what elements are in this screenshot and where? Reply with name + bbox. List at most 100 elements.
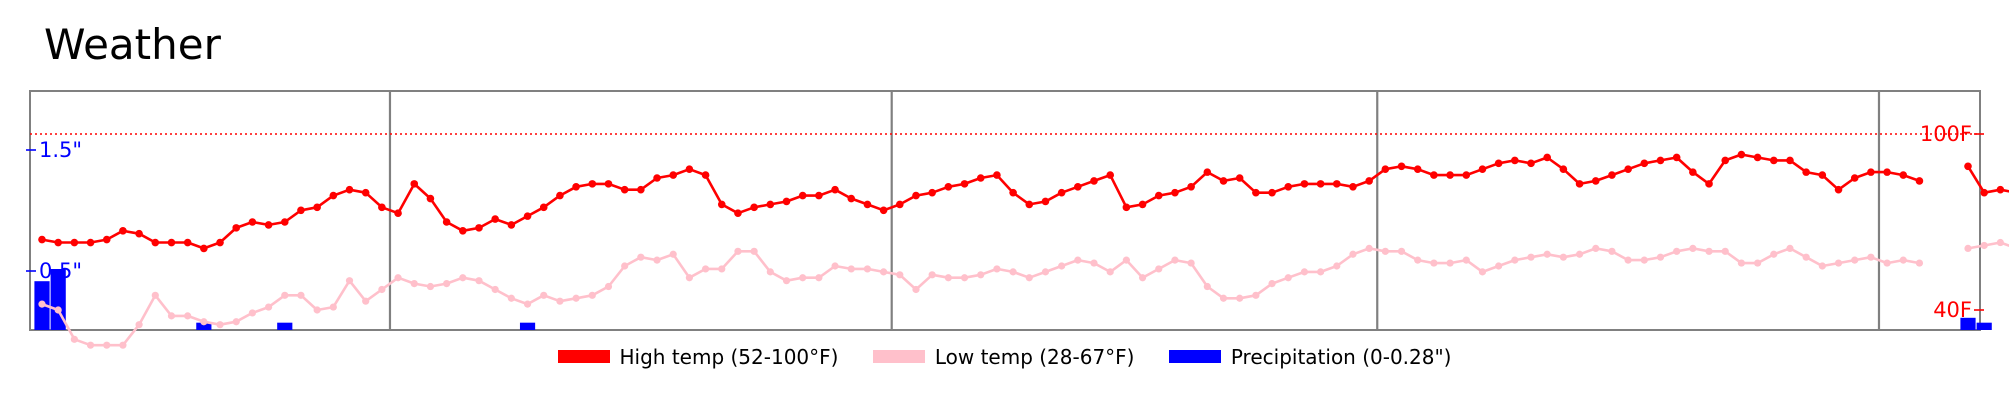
low-temp-point xyxy=(1543,250,1551,258)
legend-swatch-low xyxy=(872,350,925,363)
high-temp-point xyxy=(1721,156,1730,165)
high-temp-point xyxy=(1430,171,1438,179)
low-temp-point xyxy=(329,303,337,311)
low-temp-point xyxy=(540,291,548,299)
low-temp-point xyxy=(1155,265,1163,273)
high-temp-point xyxy=(815,191,823,200)
high-temp-point xyxy=(1090,177,1098,185)
high-temp-point xyxy=(86,238,95,247)
high-temp-point xyxy=(976,174,985,182)
plot-frame xyxy=(29,90,1981,331)
legend-label-precip: Precipitation (0-0.28") xyxy=(1230,344,1452,369)
low-temp-point xyxy=(782,277,791,285)
low-temp-point xyxy=(281,291,289,299)
precip-bar xyxy=(1976,322,1992,330)
low-temp-point xyxy=(1802,253,1810,261)
high-temp-point xyxy=(1786,156,1794,165)
high-temp-point xyxy=(280,218,289,226)
precip-bar xyxy=(1960,317,1976,330)
high-temp-point xyxy=(750,203,758,212)
precip-bar xyxy=(277,322,293,330)
low-temp-point xyxy=(847,265,855,273)
high-temp-point xyxy=(1867,168,1875,176)
high-temp-point xyxy=(1284,183,1293,191)
high-temp-point xyxy=(1753,153,1762,162)
low-temp-point xyxy=(151,291,159,299)
low-temp-point xyxy=(1219,294,1228,302)
low-temp-point xyxy=(1236,294,1244,302)
low-temp-point xyxy=(491,285,499,294)
high-temp-point xyxy=(637,185,645,194)
high-temp-point xyxy=(38,235,46,244)
legend-label-high: High temp (52-100°F) xyxy=(619,344,839,369)
low-temp-point xyxy=(1705,247,1713,255)
low-temp-point xyxy=(572,294,580,302)
high-temp-point xyxy=(782,197,791,206)
high-temp-point xyxy=(1689,168,1697,176)
precip-tick-label-1: 0.5" xyxy=(39,259,82,283)
high-temp-point xyxy=(669,171,678,179)
low-temp-point xyxy=(443,280,451,288)
low-temp-point xyxy=(750,247,758,255)
low-temp-point xyxy=(297,291,305,299)
low-temp-point xyxy=(588,291,596,299)
high-temp-point xyxy=(1316,180,1325,188)
high-temp-point xyxy=(1818,171,1827,179)
low-temp-point xyxy=(1009,268,1017,276)
low-temp-point xyxy=(718,265,726,273)
low-temp-point xyxy=(264,303,273,311)
high-temp-point xyxy=(1413,165,1422,173)
low-temp-point xyxy=(1106,268,1114,276)
low-temp-point xyxy=(1349,250,1357,258)
high-temp-point xyxy=(394,209,402,217)
high-temp-point xyxy=(378,203,386,212)
high-temp-point xyxy=(1381,165,1390,173)
low-temp-point xyxy=(1851,256,1859,264)
low-temp-point xyxy=(426,282,435,291)
low-temp-point xyxy=(1753,259,1762,267)
low-temp-point xyxy=(1656,253,1665,261)
high-temp-point xyxy=(1883,168,1891,176)
low-temp-point xyxy=(1365,244,1373,252)
high-temp-line xyxy=(41,153,2009,250)
high-temp-point xyxy=(345,185,354,194)
high-temp-point xyxy=(1138,200,1147,209)
low-temp-point xyxy=(1818,262,1826,270)
high-temp-point xyxy=(1446,171,1454,179)
low-temp-point xyxy=(734,247,742,255)
high-temp-point xyxy=(1511,156,1519,165)
low-temp-point xyxy=(1770,250,1778,258)
low-temp-point xyxy=(1737,259,1746,267)
low-temp-point xyxy=(38,300,46,308)
low-temp-point xyxy=(637,253,645,261)
low-temp-point xyxy=(815,274,823,282)
low-temp-point xyxy=(216,321,224,329)
low-temp-point xyxy=(1495,262,1503,270)
high-temp-point xyxy=(329,191,338,200)
high-temp-point xyxy=(1591,177,1600,185)
high-temp-point xyxy=(1640,159,1649,168)
high-temp-point xyxy=(1850,174,1859,182)
high-temp-point xyxy=(410,180,419,188)
temp-tick-label-1: 40F xyxy=(1933,298,1972,322)
high-temp-point xyxy=(1769,156,1778,165)
high-temp-point xyxy=(1834,185,1843,194)
low-temp-point xyxy=(1964,244,1972,252)
low-temp-point xyxy=(86,341,95,349)
high-temp-point xyxy=(1802,168,1810,176)
low-temp-point xyxy=(1624,256,1632,264)
low-temp-point xyxy=(1689,244,1697,252)
high-temp-point xyxy=(1915,177,1924,185)
high-temp-point xyxy=(135,229,143,238)
low-temp-point xyxy=(1333,262,1341,270)
low-temp-point xyxy=(799,274,807,282)
low-temp-point xyxy=(248,309,257,317)
low-temp-point xyxy=(103,341,111,349)
low-temp-point xyxy=(1511,256,1519,264)
high-temp-point xyxy=(1527,159,1535,168)
high-temp-point xyxy=(523,212,532,220)
low-temp-point xyxy=(1284,274,1292,282)
high-temp-point xyxy=(1656,156,1665,165)
high-temp-point xyxy=(216,238,224,247)
high-temp-point xyxy=(912,191,920,200)
